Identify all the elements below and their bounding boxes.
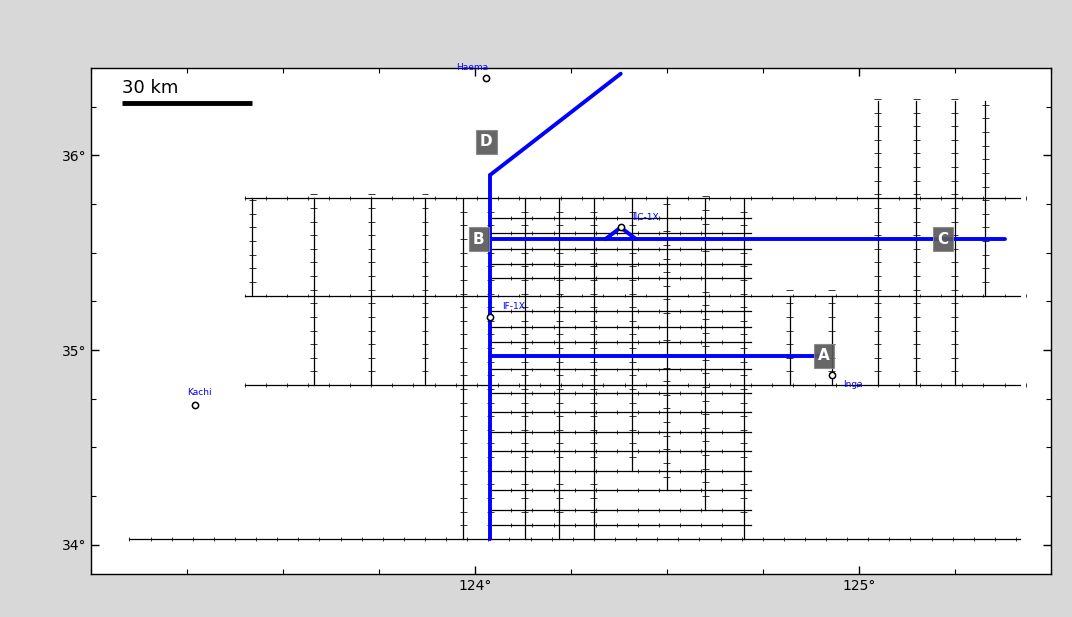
Text: IIC-1X: IIC-1X — [632, 213, 659, 222]
Text: Kachi: Kachi — [188, 387, 211, 397]
Text: B: B — [473, 231, 485, 247]
Text: IF-1X: IF-1X — [502, 302, 524, 311]
Text: Inga: Inga — [844, 380, 863, 389]
Text: A: A — [818, 349, 830, 363]
Text: 30 km: 30 km — [122, 79, 178, 97]
Text: Haema: Haema — [456, 63, 488, 72]
Text: D: D — [480, 135, 493, 149]
Text: C: C — [938, 231, 949, 247]
